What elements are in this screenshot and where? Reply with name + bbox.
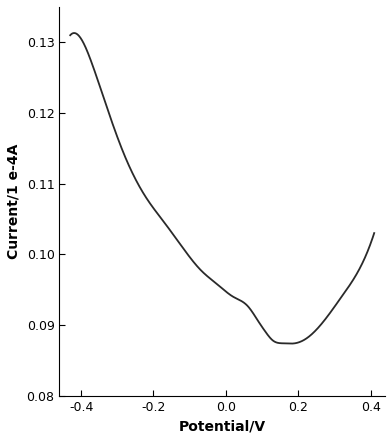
- Y-axis label: Current/1 e-4A: Current/1 e-4A: [7, 143, 21, 259]
- X-axis label: Potential/V: Potential/V: [179, 419, 266, 433]
